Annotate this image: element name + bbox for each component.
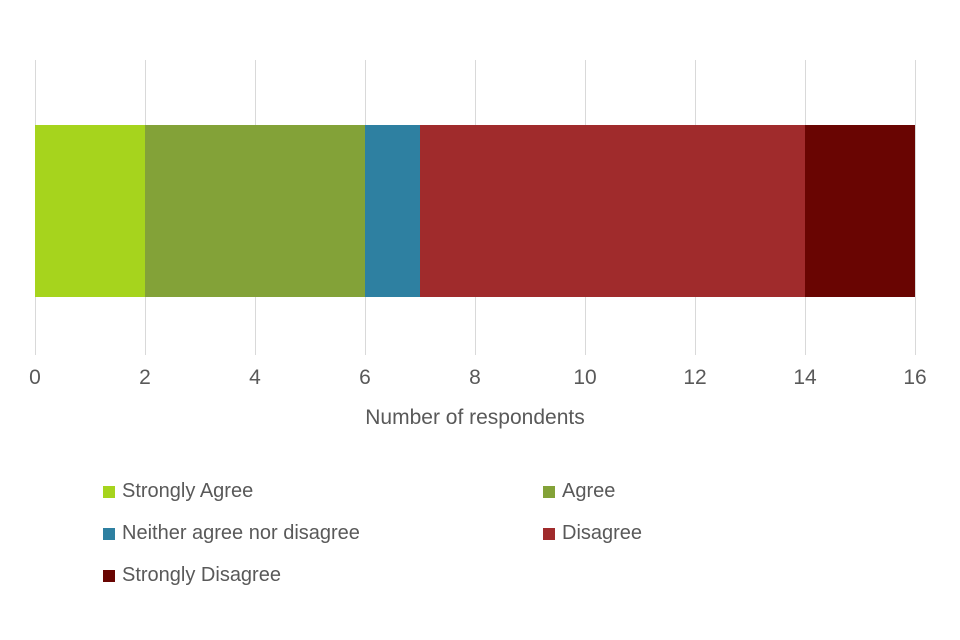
x-tick-label: 16 xyxy=(903,366,927,389)
bar-segment-agree xyxy=(145,125,365,297)
legend-swatch-icon xyxy=(103,485,115,498)
legend-swatch-icon xyxy=(543,485,555,498)
legend-item-strongly-agree: Strongly Agree xyxy=(103,480,543,503)
x-tick-label: 4 xyxy=(249,366,261,389)
legend-swatch-icon xyxy=(103,569,115,582)
legend-label: Strongly Disagree xyxy=(122,564,281,586)
plot-area xyxy=(35,60,916,355)
legend-label: Neither agree nor disagree xyxy=(122,522,360,544)
legend-item-neither-agree-nor-disagree: Neither agree nor disagree xyxy=(103,522,543,545)
x-tick-label: 6 xyxy=(359,366,371,389)
legend-item-strongly-disagree: Strongly Disagree xyxy=(103,564,543,587)
x-tick-label: 10 xyxy=(573,366,597,389)
x-axis-tick-labels: 0 2 4 6 8 10 12 14 16 xyxy=(29,366,927,394)
bar-segment-disagree xyxy=(420,125,805,297)
bar-segment-neither-agree-nor-disagree xyxy=(365,125,420,297)
legend-swatch-icon xyxy=(103,527,115,540)
bar-segment-strongly-agree xyxy=(35,125,145,297)
x-axis-title: Number of respondents xyxy=(365,406,585,429)
legend-label: Disagree xyxy=(562,522,643,544)
legend-label: Strongly Agree xyxy=(122,480,254,502)
x-tick-label: 2 xyxy=(139,366,151,389)
legend-label: Agree xyxy=(562,480,616,502)
legend-swatch-icon xyxy=(543,527,555,540)
legend-item-disagree: Disagree xyxy=(543,522,883,545)
bar-segment-strongly-disagree xyxy=(805,125,915,297)
legend: Strongly Agree Agree Neither agree nor dis… xyxy=(103,480,883,587)
x-tick-label: 8 xyxy=(469,366,481,389)
x-tick-label: 12 xyxy=(683,366,707,389)
x-tick-label: 0 xyxy=(29,366,41,389)
legend-item-agree: Agree xyxy=(543,480,883,503)
stacked-bar xyxy=(35,125,915,297)
gridline xyxy=(915,60,916,355)
x-tick-label: 14 xyxy=(793,366,817,389)
